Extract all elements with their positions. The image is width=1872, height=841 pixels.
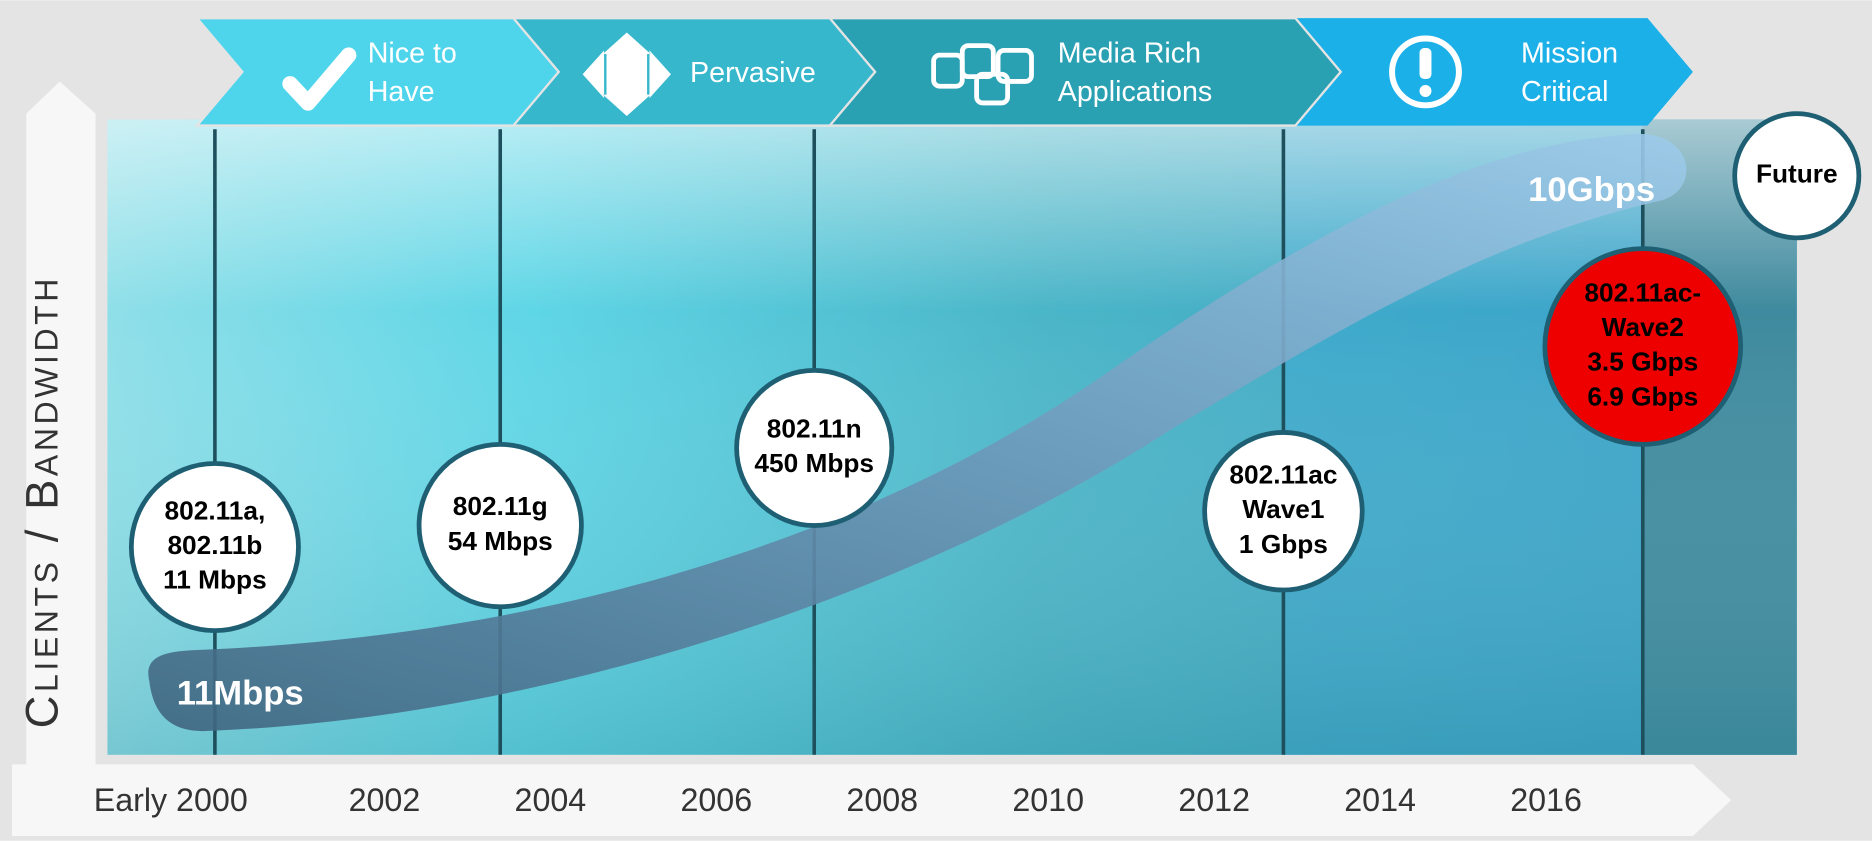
year-label: 2014 [1344,782,1416,818]
page: Clients / Bandwidth 11Mbps 10Gbps Nice t… [0,0,1872,841]
diagram: Clients / Bandwidth 11Mbps 10Gbps Nice t… [0,0,1872,841]
future-label: Future [1756,159,1838,189]
milestone-label: 802.11ac- [1584,277,1701,307]
phase-label: Applications [1058,76,1212,108]
milestone-label: 450 Mbps [754,448,874,478]
phase-chevron [824,18,1341,125]
phase-label: Media Rich [1058,38,1201,70]
milestone-label: 1 Gbps [1239,529,1328,559]
milestone-label: 802.11ac [1229,460,1337,490]
milestone-label: 802.11g [453,491,548,521]
phase-label: Pervasive [690,57,816,89]
milestone-label: 6.9 Gbps [1587,381,1698,411]
phase-label: Nice to [368,38,457,70]
year-label: 2004 [515,782,587,818]
phase-label: Have [368,76,435,108]
end-label: 10Gbps [1528,171,1655,209]
year-label: 2006 [680,782,752,818]
start-label: 11Mbps [177,675,304,713]
milestone-label: Wave1 [1242,494,1324,524]
milestone-label: 3.5 Gbps [1587,347,1698,377]
phase-label: Critical [1521,76,1609,108]
phase-chevron [197,18,559,125]
year-label: 2016 [1510,782,1582,818]
phase-chevron [1289,18,1693,125]
year-label: 2010 [1012,782,1084,818]
year-label: Early 2000 [94,782,248,818]
milestone-label: 54 Mbps [448,526,553,556]
milestone-label: Wave2 [1602,312,1684,342]
milestone-label: 802.11b [167,530,262,560]
phase-label: Mission [1521,38,1618,70]
year-label: 2012 [1178,782,1250,818]
milestone-label: 802.11n [767,414,862,444]
year-label: 2002 [349,782,421,818]
milestone-label: 11 Mbps [163,565,267,595]
milestone-label: 802.11a, [165,495,266,525]
axis-label: Clients / Bandwidth [16,275,67,728]
year-label: 2008 [846,782,918,818]
